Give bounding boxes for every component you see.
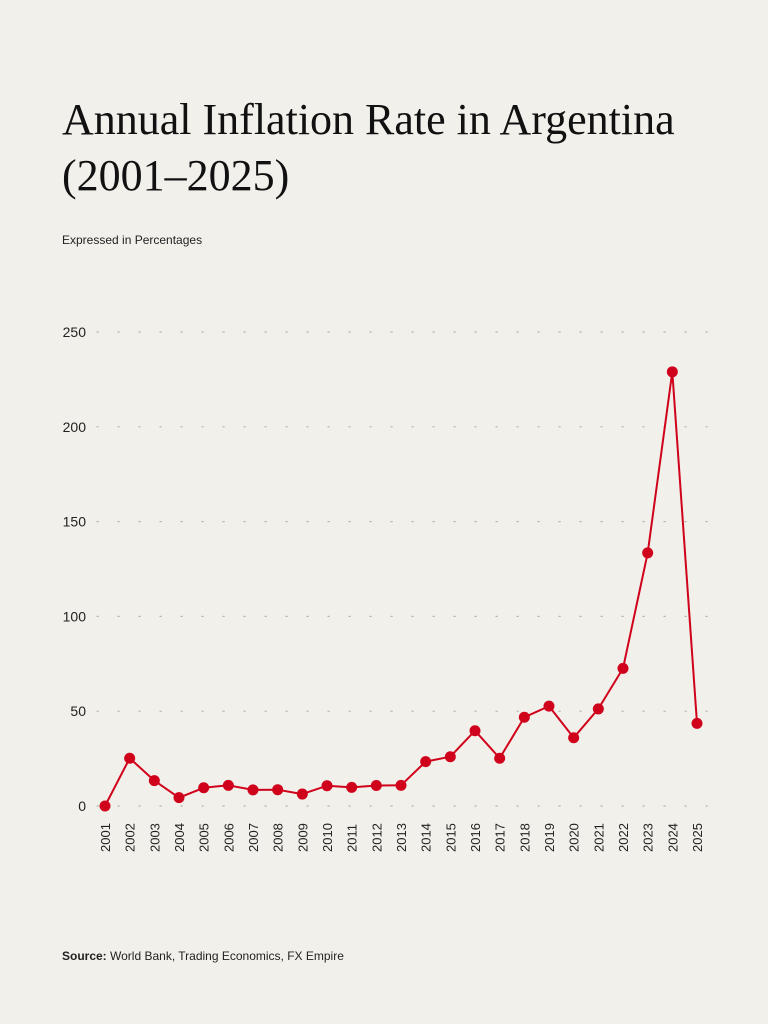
x-tick-label: 2025 <box>690 823 705 852</box>
x-tick-label: 2013 <box>394 823 409 852</box>
x-tick-label: 2015 <box>443 823 458 852</box>
data-point-2021[interactable] <box>592 703 604 715</box>
x-tick-label: 2020 <box>567 823 582 852</box>
x-tick-label: 2023 <box>641 823 656 852</box>
data-point-2004[interactable] <box>173 792 185 804</box>
x-tick-label: 2011 <box>345 824 360 852</box>
x-tick-label: 2006 <box>221 823 236 852</box>
data-point-2007[interactable] <box>247 784 259 796</box>
x-tick-label: 2004 <box>172 823 187 852</box>
data-point-2006[interactable] <box>222 779 234 791</box>
x-tick-label: 2008 <box>271 823 286 852</box>
x-tick-label: 2007 <box>246 823 261 852</box>
data-point-2009[interactable] <box>296 788 308 800</box>
chart-title-line2: (2001–2025) <box>62 151 290 200</box>
x-tick-label: 2016 <box>468 823 483 852</box>
data-point-2011[interactable] <box>346 781 358 793</box>
x-tick-label: 2005 <box>197 823 212 852</box>
x-tick-label: 2022 <box>616 823 631 852</box>
chart-subtitle: Expressed in Percentages <box>62 233 203 247</box>
x-tick-label: 2021 <box>591 823 606 852</box>
data-point-2016[interactable] <box>469 725 481 737</box>
data-point-2002[interactable] <box>124 752 136 764</box>
data-point-2024[interactable] <box>666 366 678 378</box>
source-note: Source: World Bank, Trading Economics, F… <box>62 949 344 963</box>
y-tick-label: 0 <box>78 798 86 814</box>
y-tick-label: 50 <box>70 703 86 719</box>
x-tick-label: 2003 <box>147 823 162 852</box>
x-tick-label: 2017 <box>493 823 508 852</box>
y-tick-label: 250 <box>63 324 87 340</box>
series-inflation <box>99 366 703 812</box>
gridlines <box>96 331 709 807</box>
x-tick-label: 2012 <box>369 823 384 852</box>
y-tick-label: 100 <box>63 608 87 624</box>
x-axis-ticks: 2001 2002 2003 2004 2005 2006 2007 2008 2009 2010… <box>98 823 705 852</box>
x-tick-label: 2009 <box>295 823 310 852</box>
data-point-2008[interactable] <box>272 784 284 796</box>
data-point-2014[interactable] <box>420 756 432 768</box>
data-point-2013[interactable] <box>395 779 407 791</box>
source-text: World Bank, Trading Economics, FX Empire <box>106 949 344 963</box>
x-tick-label: 2018 <box>517 823 532 852</box>
data-point-2012[interactable] <box>370 780 382 792</box>
chart-title-line1: Annual Inflation Rate in Argentina <box>62 95 675 144</box>
source-label: Source: <box>62 949 107 963</box>
data-point-2020[interactable] <box>568 732 580 744</box>
y-tick-label: 150 <box>63 514 87 530</box>
data-point-2001[interactable] <box>99 800 111 812</box>
x-tick-label: 2014 <box>419 823 434 852</box>
data-point-2023[interactable] <box>642 547 654 559</box>
x-tick-label: 2024 <box>665 823 680 852</box>
data-point-2010[interactable] <box>321 780 333 792</box>
data-point-2025[interactable] <box>691 717 703 729</box>
data-point-2017[interactable] <box>494 752 506 764</box>
chart-title: Annual Inflation Rate in Argentina (2001… <box>62 92 742 204</box>
data-point-2015[interactable] <box>444 751 456 763</box>
series-line <box>104 370 698 807</box>
data-point-2019[interactable] <box>543 700 555 712</box>
data-point-2022[interactable] <box>617 662 629 674</box>
data-point-2003[interactable] <box>148 775 160 787</box>
x-tick-label: 2002 <box>123 823 138 852</box>
y-axis-ticks: 0 50 100 150 200 250 <box>63 324 87 814</box>
data-point-2018[interactable] <box>518 711 530 723</box>
data-point-2005[interactable] <box>198 782 210 794</box>
x-tick-label: 2010 <box>320 823 335 852</box>
y-tick-label: 200 <box>63 419 87 435</box>
x-tick-label: 2001 <box>98 823 113 852</box>
x-tick-label: 2019 <box>542 823 557 852</box>
